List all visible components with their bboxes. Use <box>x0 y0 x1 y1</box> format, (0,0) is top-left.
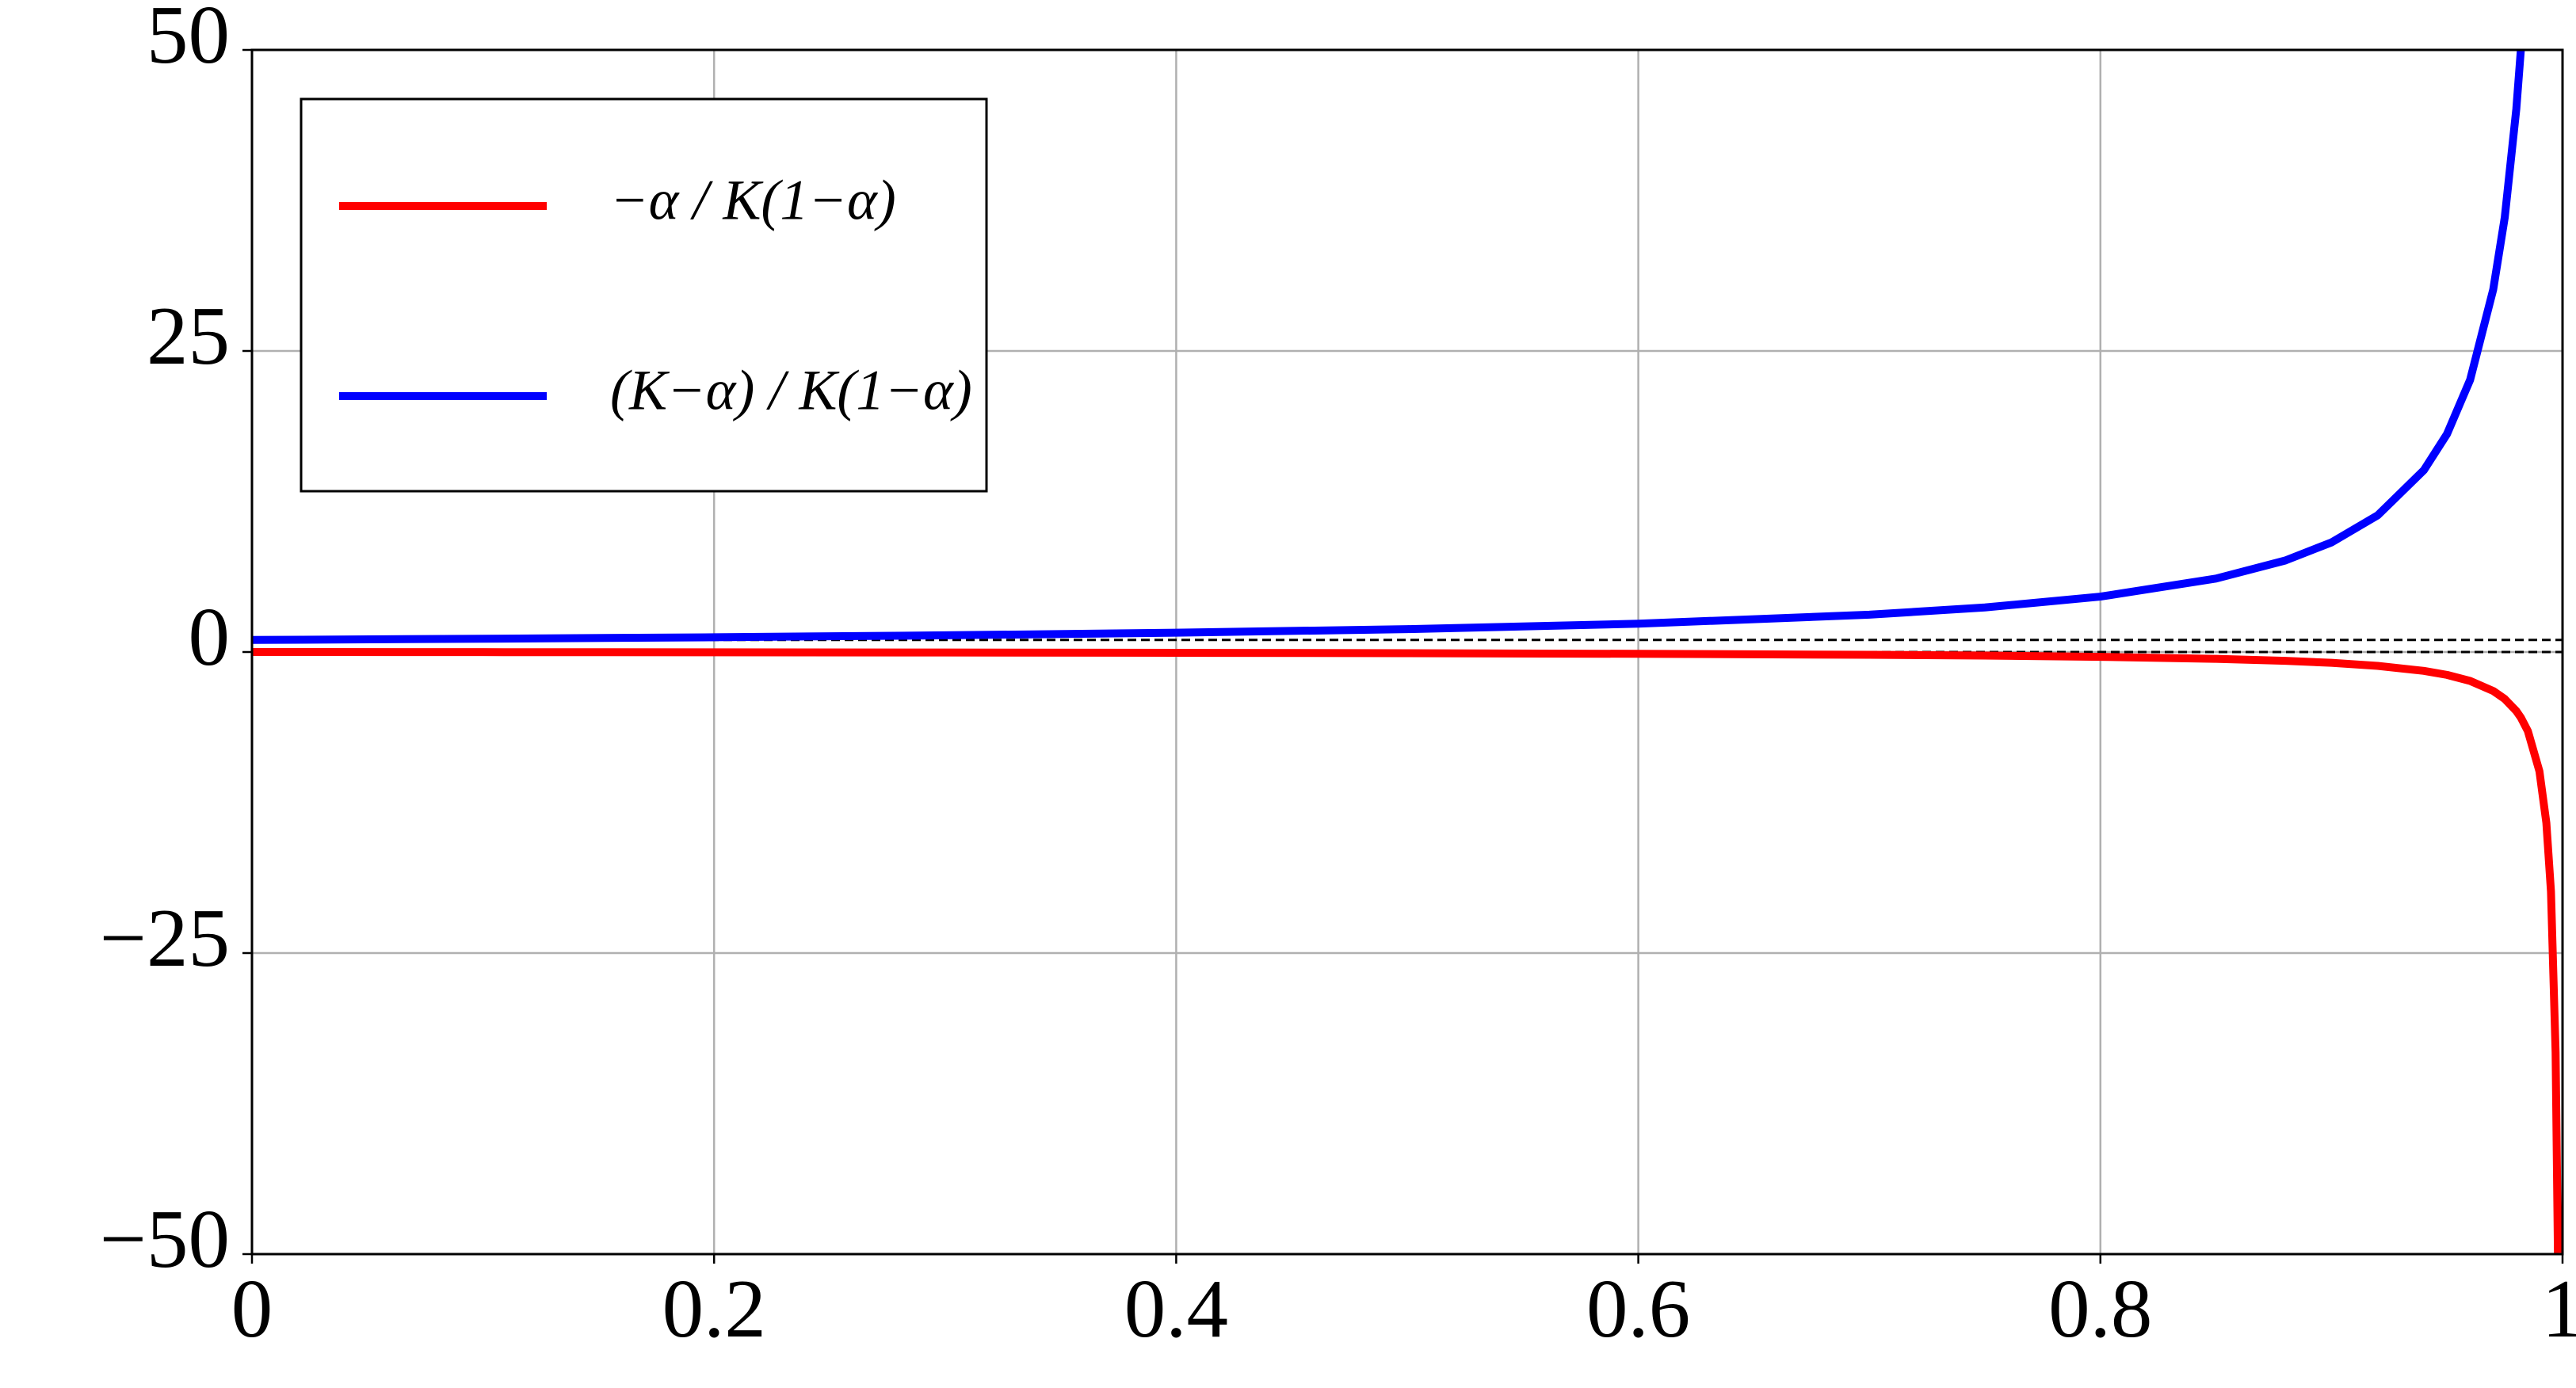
y-tick-label: 50 <box>147 0 230 81</box>
plot-frame <box>250 48 2564 1256</box>
legend-box <box>300 97 988 493</box>
y-tick-label: −50 <box>100 1192 230 1285</box>
x-tick-label: 0.6 <box>1586 1262 1690 1355</box>
legend-label: −α / K(1−α) <box>610 169 896 232</box>
y-tick-label: 25 <box>147 289 230 382</box>
x-tick-label: 0.8 <box>2048 1262 2152 1355</box>
legend-label: (K−α) / K(1−α) <box>610 359 972 422</box>
plot-area <box>252 50 2563 1253</box>
line-series <box>252 648 2563 1253</box>
line-series <box>252 50 2525 644</box>
x-tick-label: 0.4 <box>1124 1262 1228 1355</box>
x-tick-label: 0 <box>231 1262 273 1355</box>
x-tick-label: 0.2 <box>662 1262 766 1355</box>
y-tick-label: −25 <box>100 891 230 984</box>
x-tick-label: 1 <box>2542 1262 2576 1355</box>
y-tick-label: 0 <box>189 590 231 683</box>
